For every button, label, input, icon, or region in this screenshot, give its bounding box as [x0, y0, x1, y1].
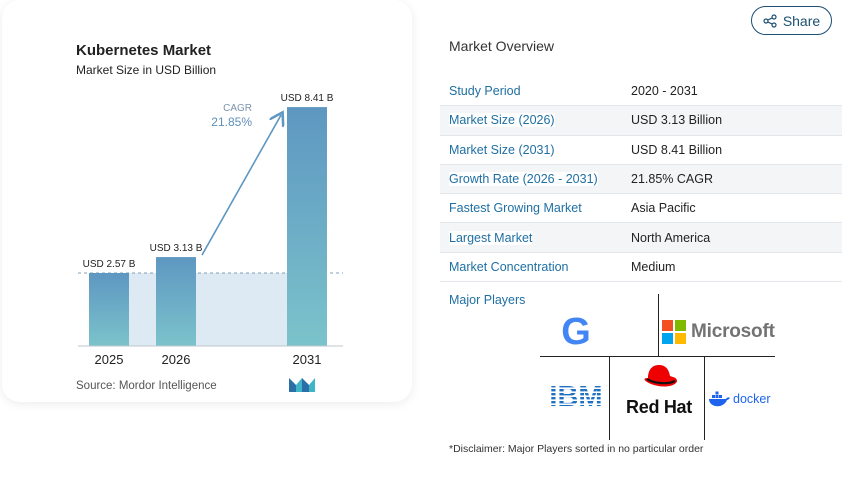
overview-title: Market Overview [449, 38, 555, 54]
overview-key: Growth Rate (2026 - 2031) [449, 172, 598, 187]
overview-row-market-size-2026: Market Size (2026) USD 3.13 Billion [440, 106, 842, 136]
microsoft-name: Microsoft [691, 321, 775, 342]
overview-row-market-size-2031: Market Size (2031) USD 8.41 Billion [440, 136, 842, 165]
overview-key: Study Period [449, 84, 521, 99]
ibm-logo-icon: IBM [549, 381, 602, 409]
overview-row-concentration: Market Concentration Medium [440, 253, 842, 283]
overview-table: Study Period 2020 - 2031 Market Size (20… [440, 77, 842, 283]
x-tick-2026: 2026 [162, 352, 191, 367]
share-button[interactable]: Share [751, 6, 832, 35]
docker-logo: docker [708, 391, 771, 407]
google-logo-icon: G [561, 311, 591, 351]
overview-row-fastest-growing: Fastest Growing Market Asia Pacific [440, 194, 842, 224]
docker-name: docker [733, 392, 771, 406]
overview-key: Fastest Growing Market [449, 201, 582, 216]
grid-divider [609, 356, 610, 440]
major-players-label: Major Players [449, 293, 526, 307]
chart-title: Kubernetes Market [76, 42, 212, 59]
data-label-2025: USD 2.57 B [83, 259, 136, 270]
microsoft-logo: Microsoft [662, 320, 775, 344]
x-tick-2031: 2031 [293, 352, 322, 367]
share-icon [763, 13, 777, 28]
overview-key: Market Concentration [449, 259, 569, 274]
cagr-arrow [201, 115, 281, 256]
grid-divider [658, 294, 659, 356]
overview-row-growth-rate: Growth Rate (2026 - 2031) 21.85% CAGR [440, 164, 842, 195]
overview-row-largest-market: Largest Market North America [440, 223, 842, 253]
svg-text:IBM: IBM [549, 381, 602, 409]
data-label-2031: USD 8.41 B [281, 93, 334, 104]
overview-value: Medium [631, 259, 676, 274]
overview-value: 21.85% CAGR [631, 172, 713, 187]
bar-chart: USD 2.57 B 2025 USD 3.13 B 2026 USD 8.41 B 20… [78, 93, 343, 367]
overview-key: Market Size (2031) [449, 142, 555, 157]
overview-row-study-period: Study Period 2020 - 2031 [440, 77, 842, 107]
grid-divider [704, 356, 705, 440]
svg-text:G: G [561, 311, 591, 351]
cagr-value: 21.85% [211, 115, 252, 129]
bar-2031 [287, 107, 327, 346]
overview-key: Market Size (2026) [449, 113, 555, 128]
redhat-name: Red Hat [626, 397, 692, 417]
microsoft-grid-icon [662, 320, 686, 344]
redhat-hat-icon [644, 365, 677, 387]
x-tick-2025: 2025 [95, 352, 124, 367]
disclaimer: *Disclaimer: Major Players sorted in no … [449, 443, 704, 455]
overview-value: USD 3.13 Billion [631, 113, 723, 128]
reference-band [129, 272, 287, 346]
share-label: Share [782, 12, 821, 29]
overview-key: Largest Market [449, 230, 533, 245]
redhat-logo: Red Hat [615, 364, 703, 418]
bar-2026 [156, 257, 196, 346]
chart-subtitle: Market Size in USD Billion [76, 63, 217, 77]
docker-whale-icon [709, 391, 730, 407]
overview-value: 2020 - 2031 [631, 84, 698, 99]
overview-value: North America [631, 230, 711, 245]
data-label-2026: USD 3.13 B [150, 243, 203, 254]
mordor-logo-icon [289, 378, 315, 392]
cagr-label: CAGR [223, 103, 252, 114]
overview-value: Asia Pacific [631, 201, 696, 216]
grid-divider [540, 356, 775, 357]
chart-source: Source: Mordor Intelligence [76, 380, 217, 392]
overview-value: USD 8.41 Billion [631, 142, 723, 157]
bar-2025 [89, 272, 129, 346]
